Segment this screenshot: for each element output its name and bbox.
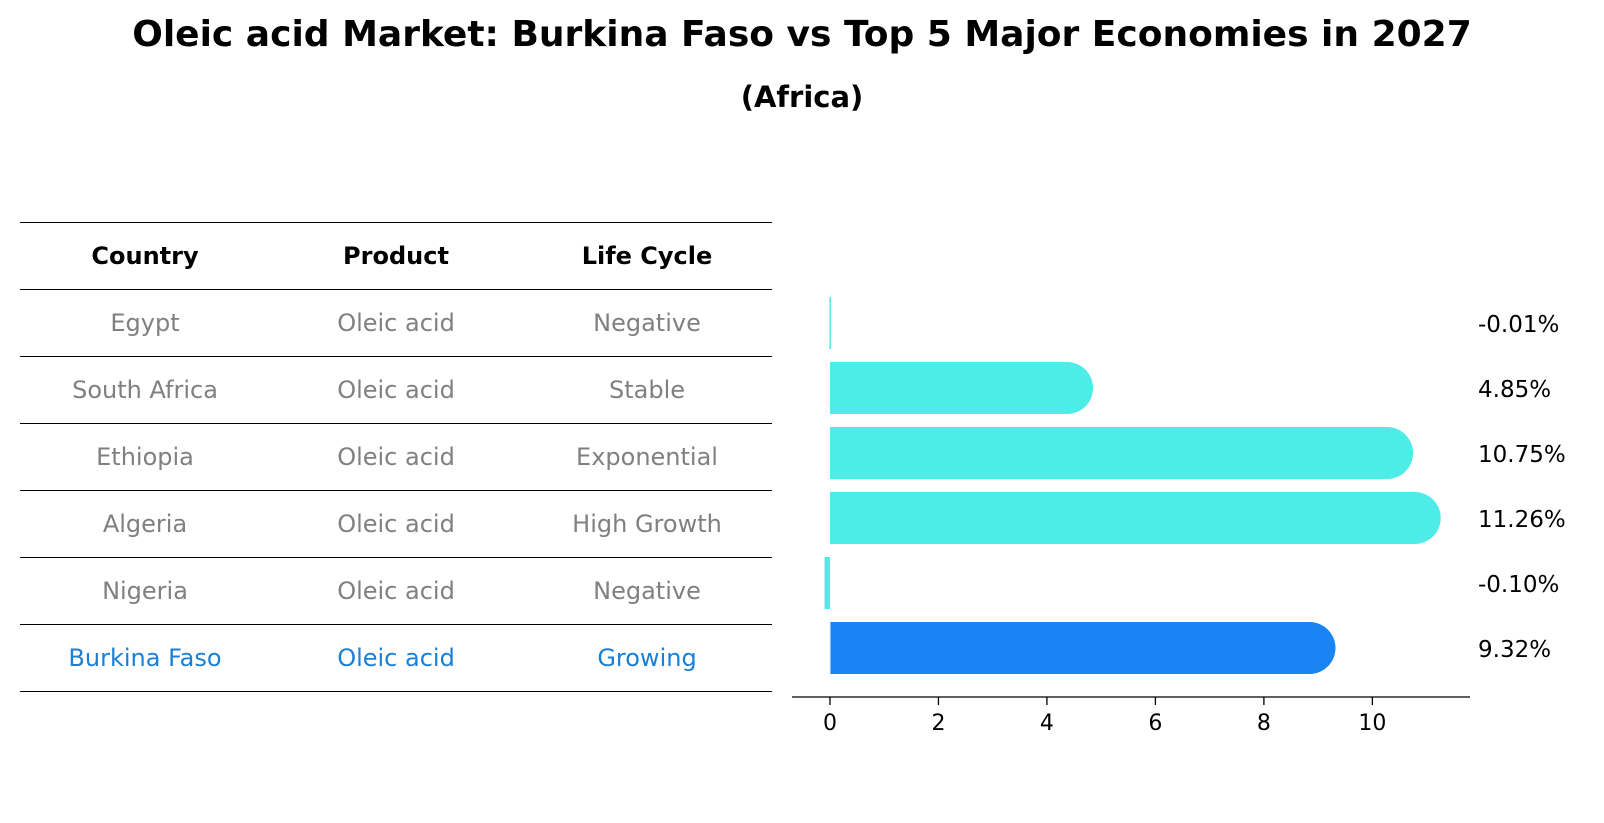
x-tick-label: 4 (1040, 711, 1054, 736)
data-table: Country Product Life Cycle Egypt Oleic a… (20, 222, 772, 692)
cell-life-cycle: Negative (593, 309, 701, 337)
x-tick-label: 2 (931, 711, 945, 736)
cell-life-cycle: Negative (593, 577, 701, 605)
chart-subtitle: (Africa) (740, 80, 864, 114)
bar-egypt (829, 297, 831, 349)
value-label: 9.32% (1478, 637, 1551, 663)
x-tick-label: 0 (823, 711, 837, 736)
table-row: Nigeria Oleic acid Negative (20, 557, 772, 624)
chart-title: Oleic acid Market: Burkina Faso vs Top 5… (132, 14, 1472, 55)
x-tick-label: 10 (1358, 711, 1386, 736)
header-life-cycle: Life Cycle (581, 242, 713, 270)
value-label: 10.75% (1478, 442, 1566, 468)
bar-ethiopia (829, 427, 1414, 479)
cell-country: South Africa (72, 376, 218, 404)
bar-nigeria (824, 557, 830, 609)
cell-life-cycle: Exponential (576, 443, 718, 471)
table-row: Ethiopia Oleic acid Exponential (20, 423, 772, 490)
value-label: 11.26% (1478, 507, 1566, 533)
bar-burkina-faso (829, 622, 1336, 674)
bar-highlight-edge (829, 622, 831, 674)
x-tick-label: 8 (1257, 711, 1271, 736)
bar-algeria (829, 492, 1441, 544)
cell-life-cycle: High Growth (572, 510, 722, 538)
cell-product: Oleic acid (337, 309, 455, 337)
cell-product: Oleic acid (337, 644, 455, 672)
cell-country: Ethiopia (96, 443, 194, 471)
cell-country: Nigeria (102, 577, 188, 605)
table-header-row: Country Product Life Cycle (20, 222, 772, 289)
table-row: Egypt Oleic acid Negative (20, 289, 772, 356)
cell-country: Algeria (102, 510, 188, 538)
cell-product: Oleic acid (337, 443, 455, 471)
cell-life-cycle: Growing (597, 644, 697, 672)
bar-south-africa (829, 362, 1094, 414)
table-row-highlight: Burkina Faso Oleic acid Growing (20, 624, 772, 692)
header-country: Country (91, 242, 199, 270)
x-tick-label: 6 (1148, 711, 1162, 736)
value-label: 4.85% (1478, 377, 1551, 403)
header-product: Product (343, 242, 449, 270)
cell-country: Burkina Faso (68, 644, 222, 672)
cell-product: Oleic acid (337, 376, 455, 404)
table-row: Algeria Oleic acid High Growth (20, 490, 772, 557)
value-label: -0.01% (1478, 312, 1559, 338)
cell-product: Oleic acid (337, 577, 455, 605)
cell-product: Oleic acid (337, 510, 455, 538)
cell-country: Egypt (110, 309, 180, 337)
table-row: South Africa Oleic acid Stable (20, 356, 772, 423)
value-label: -0.10% (1478, 572, 1559, 598)
cell-life-cycle: Stable (608, 376, 686, 404)
